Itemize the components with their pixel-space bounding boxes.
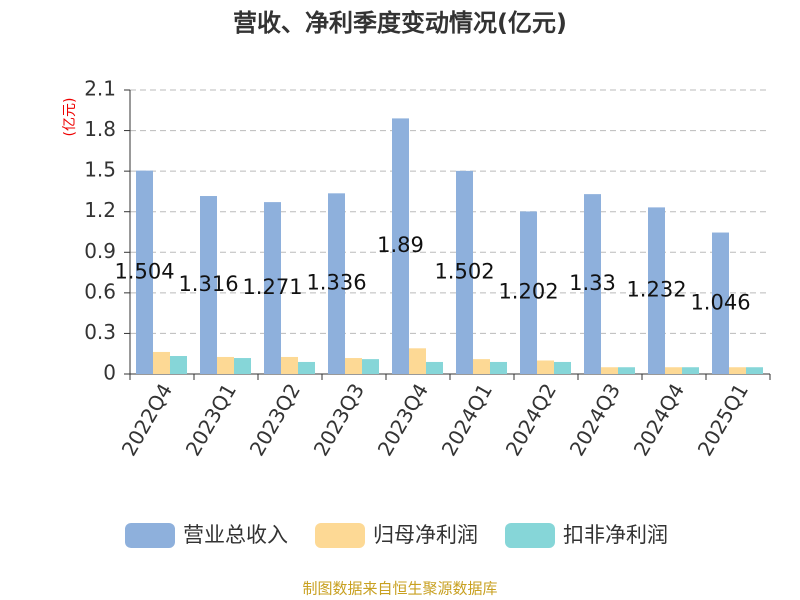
bar [456, 170, 473, 374]
bar [345, 358, 362, 374]
x-tick-label: 2025Q1 [693, 379, 753, 460]
legend-label: 扣非净利润 [563, 523, 668, 547]
x-tick-label: 2023Q1 [181, 379, 241, 460]
bar [682, 367, 699, 374]
data-label: 1.336 [306, 271, 366, 295]
y-tick-label: 1.2 [84, 198, 116, 222]
data-label: 1.046 [690, 290, 750, 314]
x-tick-label: 2023Q2 [245, 379, 305, 460]
bar [746, 367, 763, 374]
y-tick-label: 1.8 [84, 117, 116, 141]
bar [281, 356, 298, 374]
data-label: 1.504 [114, 259, 174, 283]
bar [584, 194, 601, 374]
legend-swatch [125, 523, 175, 548]
data-label: 1.316 [178, 272, 238, 296]
data-label: 1.502 [434, 259, 494, 283]
bar [170, 356, 187, 374]
x-tick-label: 2023Q3 [309, 379, 369, 460]
y-tick-label: 0.9 [84, 239, 116, 263]
bar [409, 348, 426, 374]
bar [153, 351, 170, 374]
bar [648, 207, 665, 374]
bar [426, 361, 443, 374]
bar [328, 193, 345, 374]
y-tick-label: 0.3 [84, 320, 116, 344]
x-tick-label: 2024Q4 [629, 379, 689, 460]
bar [554, 361, 571, 374]
bar [392, 118, 409, 375]
bar [473, 359, 490, 374]
bar [217, 356, 234, 374]
bar [537, 360, 554, 374]
y-tick-label: 0.6 [84, 279, 116, 303]
x-tick-label: 2024Q1 [437, 379, 497, 460]
x-tick-label: 2024Q2 [501, 379, 561, 460]
bar [264, 202, 281, 374]
bar [601, 367, 618, 374]
bar [712, 232, 729, 374]
chart-title: 营收、净利季度变动情况(亿元) [233, 9, 567, 37]
y-axis-label: (亿元) [62, 98, 78, 137]
legend-swatch [315, 523, 365, 548]
bar [490, 361, 507, 374]
bar [136, 170, 153, 374]
y-tick-label: 0 [103, 361, 116, 385]
data-label: 1.89 [377, 233, 424, 257]
bar [362, 359, 379, 374]
bar [234, 358, 251, 374]
legend-swatch [505, 523, 555, 548]
bar [729, 367, 746, 374]
data-label: 1.271 [242, 275, 302, 299]
x-tick-label: 2022Q4 [117, 379, 177, 460]
data-label: 1.33 [569, 271, 616, 295]
bar [520, 211, 537, 374]
bar [618, 367, 635, 374]
bar [298, 361, 315, 374]
bar [200, 196, 217, 374]
source-note: 制图数据来自恒生聚源数据库 [302, 580, 497, 598]
legend-label: 归母净利润 [373, 523, 478, 547]
x-tick-label: 2024Q3 [565, 379, 625, 460]
x-tick-label: 2023Q4 [373, 379, 433, 460]
y-tick-label: 1.5 [84, 158, 116, 182]
data-label: 1.202 [498, 280, 558, 304]
legend-label: 营业总收入 [183, 523, 288, 547]
data-label: 1.232 [626, 278, 686, 302]
y-tick-label: 2.1 [84, 77, 116, 101]
bar [665, 367, 682, 374]
